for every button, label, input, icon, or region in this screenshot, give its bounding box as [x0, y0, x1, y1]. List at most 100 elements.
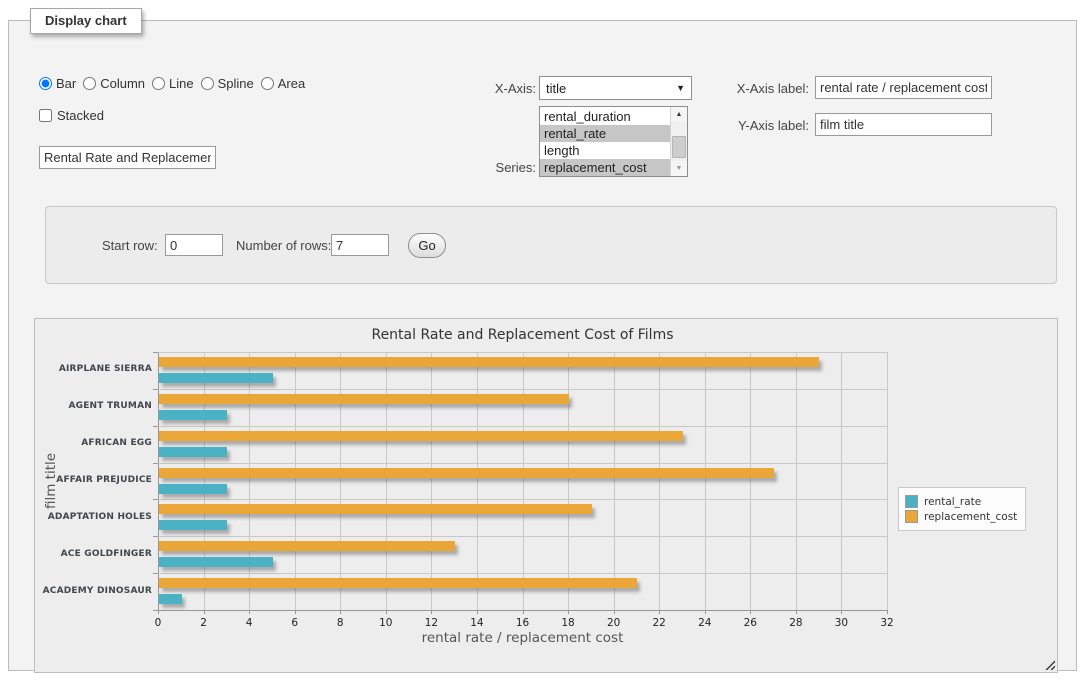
x-axis-select-label: X-Axis: [494, 81, 536, 96]
grid-line-horizontal [158, 499, 887, 501]
scroll-thumb[interactable] [672, 136, 686, 158]
x-axis-tick [340, 610, 342, 614]
series-option-replacement_cost[interactable]: replacement_cost [540, 159, 670, 176]
chart-type-radio-area[interactable] [260, 77, 274, 90]
y-axis-label-label: Y-Axis label: [737, 118, 809, 133]
dropdown-arrow-icon: ▼ [676, 83, 685, 93]
y-axis-tick [153, 388, 158, 390]
chart-type-option-column: Column [83, 76, 145, 91]
grid-line-vertical [522, 352, 524, 610]
x-axis-tick [704, 610, 706, 614]
grid-line-vertical [340, 352, 342, 610]
y-axis-tick [153, 462, 158, 464]
grid-line-vertical [203, 352, 205, 610]
chart-container: Rental Rate and Replacement Cost of Film… [34, 318, 1058, 673]
category-label: AGENT TRUMAN [68, 401, 152, 412]
x-axis-tick [385, 610, 387, 614]
bar-replacement_cost [159, 357, 820, 367]
x-tick-label: 8 [336, 617, 344, 629]
x-tick-label: 16 [515, 617, 530, 629]
x-axis-tick [841, 610, 843, 614]
series-option-rental_rate[interactable]: rental_rate [540, 125, 670, 142]
stacked-checkbox[interactable] [39, 109, 52, 122]
chart-type-radio-spline[interactable] [200, 77, 214, 90]
x-tick-label: 28 [789, 617, 803, 629]
x-axis-line [158, 610, 887, 611]
grid-line-vertical [887, 352, 888, 610]
chart-type-radio-bar[interactable] [39, 77, 52, 90]
category-label: ACE GOLDFINGER [60, 548, 152, 559]
stacked-row: Stacked [39, 108, 104, 123]
x-tick-label: 32 [880, 617, 894, 629]
grid-line-vertical [476, 352, 478, 610]
x-tick-label: 10 [379, 617, 393, 629]
start-row-input[interactable] [165, 234, 223, 256]
x-axis-select[interactable]: title ▼ [539, 76, 692, 100]
chart-title: Rental Rate and Replacement Cost of Film… [371, 327, 674, 343]
bar-rental_rate [159, 483, 228, 494]
resize-handle-icon[interactable] [1044, 659, 1055, 670]
x-axis-tick [568, 610, 570, 614]
grid-line-vertical [568, 352, 570, 610]
y-axis-tick [153, 499, 158, 501]
chart-title-input[interactable] [39, 146, 216, 169]
x-tick-label: 24 [698, 617, 712, 629]
category-label: AFFAIR PREJUDICE [56, 475, 152, 485]
chart-type-label: Line [169, 76, 194, 91]
bar-rental_rate [159, 409, 228, 420]
chart-x-axis-title: rental rate / replacement cost [421, 630, 624, 646]
chart-type-radio-column[interactable] [83, 77, 97, 90]
chart-type-option-line: Line [152, 76, 194, 91]
x-axis-label-input[interactable] [815, 76, 992, 99]
series-scrollbar[interactable]: ▲ ▼ [670, 107, 687, 176]
x-axis-selected-value: title [546, 80, 567, 96]
x-axis-tick [659, 610, 661, 614]
category-label: ACADEMY DINOSAUR [42, 585, 152, 596]
x-tick-label: 12 [424, 617, 439, 629]
category-label: AFRICAN EGG [81, 438, 152, 449]
start-row-label: Start row: [102, 238, 158, 253]
chart-type-radio-group: Bar Column Line Spline Area [39, 76, 312, 91]
display-chart-fieldset: Display chart Bar Column Line Spline Area St… [8, 8, 1077, 673]
scroll-up-icon[interactable]: ▲ [671, 107, 687, 122]
bar-rental_rate [159, 594, 182, 605]
grid-line-horizontal [158, 462, 887, 464]
grid-line-vertical [613, 352, 615, 610]
x-tick-label: 26 [743, 617, 757, 629]
bar-replacement_cost [159, 393, 569, 404]
grid-line-vertical [659, 352, 661, 610]
legend-label: replacement_cost [924, 510, 1018, 523]
chart-type-label: Spline [217, 76, 254, 91]
series-option-rental_duration[interactable]: rental_duration [544, 109, 631, 124]
chart-type-radio-line[interactable] [152, 77, 166, 90]
bar-replacement_cost [159, 467, 774, 478]
x-tick-label: 2 [200, 617, 207, 629]
y-axis-tick [153, 352, 158, 353]
legend-swatch-rental_rate [905, 495, 918, 508]
grid-line-vertical [750, 352, 752, 610]
series-option-length[interactable]: length [544, 143, 580, 158]
series-listbox[interactable]: rental_duration rental_rate length replacem… [539, 106, 688, 177]
legend-item-rental_rate: rental_rate [905, 495, 1017, 508]
go-button[interactable]: Go [408, 233, 446, 258]
category-label: ADAPTATION HOLES [47, 511, 152, 522]
y-axis-tick [153, 536, 158, 538]
rows-panel: Start row: Number of rows: Go [45, 206, 1057, 284]
y-axis-tick [153, 610, 158, 611]
grid-line-horizontal [158, 425, 887, 427]
grid-line-horizontal [158, 573, 887, 575]
bar-rental_rate [159, 446, 228, 457]
num-rows-input[interactable] [331, 234, 389, 256]
grid-line-horizontal [158, 388, 887, 390]
x-tick-label: 22 [652, 617, 666, 629]
x-axis-tick [158, 610, 159, 614]
x-tick-label: 30 [834, 617, 849, 629]
x-axis-tick [249, 610, 251, 614]
chart-type-option-area: Area [260, 76, 305, 91]
chart-y-axis-title: film title [43, 452, 59, 510]
y-axis-label-input[interactable] [815, 113, 992, 136]
x-axis-tick [613, 610, 615, 614]
scroll-down-icon[interactable]: ▼ [671, 161, 687, 176]
y-axis-tick [153, 573, 158, 575]
